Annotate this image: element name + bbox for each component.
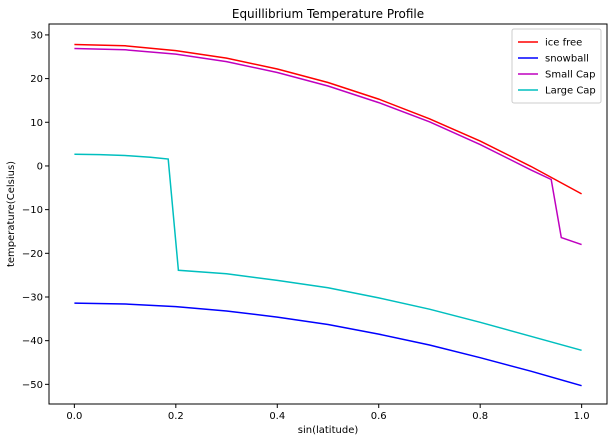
legend: ice free snowball Small Cap Large Cap: [511, 28, 602, 104]
y-tick-label: −30: [22, 292, 43, 303]
x-tick-label: 0.4: [269, 411, 285, 422]
legend-entry-label: ice free: [545, 38, 582, 49]
y-tick-label: 30: [30, 30, 43, 41]
x-tick-label: 0.0: [66, 411, 82, 422]
x-tick-label: 0.2: [168, 411, 184, 422]
chart-title: Equillibrium Temperature Profile: [232, 7, 424, 21]
y-tick-label: −20: [22, 249, 43, 260]
y-tick-label: −40: [22, 336, 43, 347]
y-axis: −50 −40 −30 −20 −10 0 10 20 30: [22, 30, 49, 391]
x-axis-label: sin(latitude): [298, 425, 359, 436]
series-line-snowball: [74, 302, 582, 387]
series-layer: [74, 43, 582, 387]
y-tick-label: 0: [37, 161, 43, 172]
series-line-large-cap: [74, 153, 582, 352]
legend-box: [511, 28, 602, 104]
y-axis-label: temperature(Celsius): [6, 161, 17, 267]
plot-area-frame: [48, 23, 608, 405]
x-tick-label: 0.8: [472, 411, 488, 422]
series-line-ice-free: [74, 43, 582, 195]
y-tick-label: −50: [22, 380, 43, 391]
y-tick-label: 10: [30, 118, 43, 129]
x-tick-label: 1.0: [574, 411, 590, 422]
legend-entry-label: Large Cap: [545, 86, 596, 97]
legend-entry-label: snowball: [545, 54, 589, 65]
x-tick-label: 0.6: [371, 411, 387, 422]
y-tick-label: 20: [30, 74, 43, 85]
y-tick-label: −10: [22, 205, 43, 216]
legend-entry-label: Small Cap: [545, 70, 595, 81]
x-axis: 0.0 0.2 0.4 0.6 0.8 1.0: [66, 404, 590, 422]
series-line-small-cap: [74, 47, 582, 246]
